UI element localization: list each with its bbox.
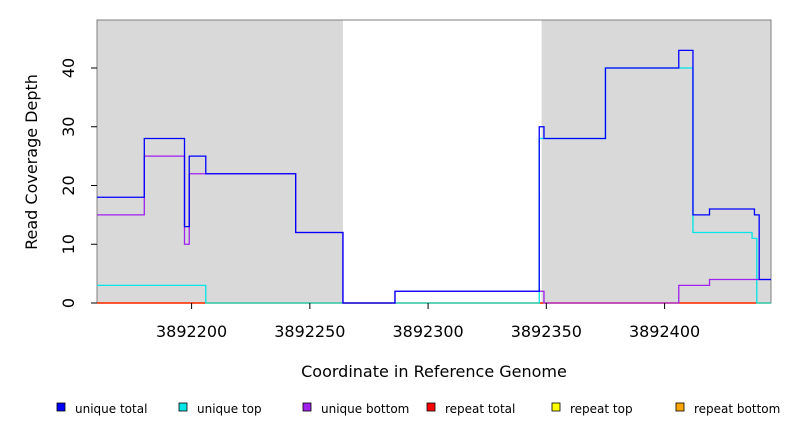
- legend-label: repeat bottom: [694, 402, 780, 416]
- x-tick-label: 3892350: [511, 322, 582, 341]
- legend-swatch-unique-total: [56, 402, 66, 412]
- legend-label: repeat total: [445, 402, 515, 416]
- series-line-unique-total: [97, 49, 771, 304]
- legend-label: unique bottom: [321, 402, 409, 416]
- x-tick-label: 3892200: [156, 322, 227, 341]
- y-tick-label: 30: [59, 117, 78, 137]
- shaded-region: [97, 20, 343, 303]
- y-axis-title: Read Coverage Depth: [22, 74, 41, 250]
- x-axis-title: Coordinate in Reference Genome: [301, 362, 567, 381]
- x-tick-label: 3892250: [274, 322, 345, 341]
- shaded-regions: [97, 20, 771, 303]
- legend: unique total unique top unique bottom repea…: [56, 402, 780, 416]
- x-tick-label: 3892400: [629, 322, 700, 341]
- y-axis: 0 10 20 30 40: [59, 58, 97, 308]
- y-tick-label: 0: [59, 298, 78, 308]
- y-tick-label: 40: [59, 58, 78, 78]
- legend-swatch-repeat-total: [426, 402, 436, 412]
- legend-swatch-repeat-bottom: [675, 402, 685, 412]
- legend-label: repeat top: [570, 402, 633, 416]
- y-tick-label: 10: [59, 234, 78, 254]
- x-tick-label: 3892300: [392, 322, 463, 341]
- series-lines: [97, 49, 771, 304]
- shaded-region: [541, 20, 771, 303]
- legend-swatch-unique-bottom: [302, 402, 312, 412]
- legend-label: unique top: [197, 402, 262, 416]
- x-axis: 3892200 3892250 3892300 3892350 3892400: [156, 303, 700, 341]
- legend-label: unique total: [75, 402, 147, 416]
- legend-swatch-unique-top: [178, 402, 188, 412]
- legend-swatch-repeat-top: [551, 402, 561, 412]
- y-tick-label: 20: [59, 175, 78, 195]
